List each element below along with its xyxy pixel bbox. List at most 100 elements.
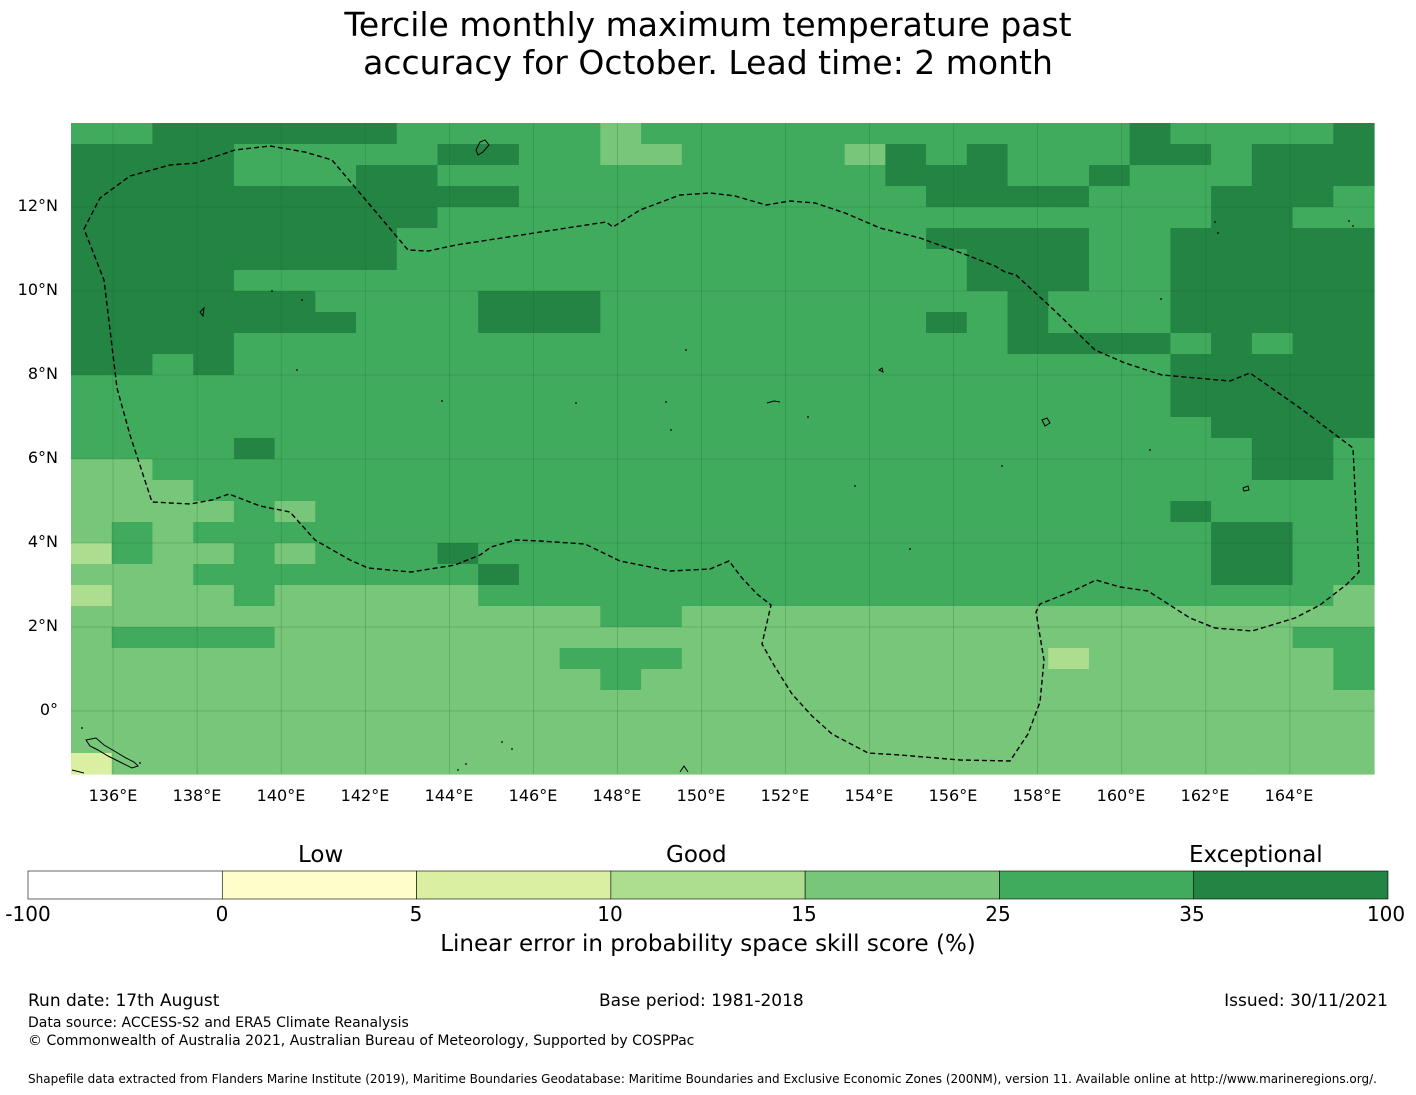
skill-cell (885, 690, 927, 712)
skill-cell (1170, 753, 1212, 775)
skill-cell (274, 312, 316, 334)
skill-cell (1170, 564, 1212, 586)
skill-cell (71, 207, 113, 229)
skill-cell (193, 291, 235, 313)
skill-cell (681, 270, 724, 292)
skill-cell (1007, 522, 1049, 544)
skill-cell (1211, 648, 1253, 670)
skill-cell (233, 270, 276, 292)
skill-cell (396, 354, 439, 376)
skill-cell (559, 186, 601, 208)
island-pohnpei (878, 367, 884, 373)
skill-cell (1333, 669, 1375, 691)
skill-cell (111, 522, 154, 544)
island-manus (679, 765, 689, 773)
skill-cell (152, 291, 194, 313)
skill-cell (1088, 564, 1131, 586)
skill-cell (1292, 543, 1334, 565)
skill-cell (274, 144, 316, 166)
skill-cell (803, 123, 846, 145)
skill-cell (1048, 627, 1090, 649)
skill-cell (111, 186, 154, 208)
skill-cell (518, 312, 561, 334)
skill-cell (1170, 606, 1212, 628)
island-palau (199, 306, 205, 318)
skill-cell (1211, 123, 1253, 145)
skill-cell (1292, 312, 1334, 334)
skill-cell (274, 669, 316, 691)
skill-cell (600, 207, 642, 229)
skill-cell (274, 627, 316, 649)
skill-cell (478, 354, 520, 376)
skill-cell (559, 417, 601, 439)
skill-cell (396, 438, 439, 460)
skill-cell (233, 585, 276, 607)
skill-cell (478, 732, 520, 754)
skill-cell (1292, 144, 1334, 166)
skill-cell (437, 690, 479, 712)
skill-cell (437, 480, 479, 502)
skill-cell (1088, 375, 1131, 397)
skill-cell (274, 354, 316, 376)
skill-cell (1333, 312, 1375, 334)
skill-cell (111, 270, 154, 292)
skill-cell (1292, 417, 1334, 439)
skill-cell (152, 396, 194, 418)
skill-cell (518, 396, 561, 418)
skill-cell (926, 669, 968, 691)
skill-cell (1129, 585, 1172, 607)
skill-cell (478, 270, 520, 292)
skill-cell (641, 375, 683, 397)
skill-cell (1211, 312, 1253, 334)
skill-cell (1251, 690, 1294, 712)
skill-cell (722, 396, 764, 418)
skill-cell (233, 669, 276, 691)
skill-cell (600, 375, 642, 397)
skill-cell (885, 711, 927, 733)
skill-cell (437, 711, 479, 733)
skill-cell (478, 648, 520, 670)
skill-cell (1088, 291, 1131, 313)
skill-cell (1170, 186, 1212, 208)
skill-cell (722, 564, 764, 586)
skill-cell (1007, 396, 1049, 418)
skill-cell (1048, 606, 1090, 628)
skill-cell (356, 207, 398, 229)
skill-cell (274, 207, 316, 229)
skill-cell (1048, 165, 1090, 187)
category-label-good: Good (666, 842, 727, 868)
skill-cell (641, 501, 683, 523)
lat-tick-label: 0° (39, 700, 58, 719)
skill-cell (315, 753, 357, 775)
island-chuuk (1041, 417, 1051, 427)
skill-cell (274, 606, 316, 628)
skill-cell (844, 291, 886, 313)
skill-cell (1088, 207, 1131, 229)
skill-cell (71, 522, 113, 544)
skill-cell (803, 711, 846, 733)
skill-cell (1251, 564, 1294, 586)
skill-cell (274, 753, 316, 775)
skill-cell (885, 228, 927, 250)
skill-cell (844, 648, 886, 670)
skill-cell (681, 627, 724, 649)
skill-cell (763, 354, 805, 376)
category-label-low: Low (298, 842, 344, 868)
skill-cell (926, 522, 968, 544)
skill-cell (396, 564, 439, 586)
skill-cell (803, 753, 846, 775)
skill-cell (803, 207, 846, 229)
skill-cell (1292, 669, 1334, 691)
skill-cell (1170, 207, 1212, 229)
skill-cell (396, 669, 439, 691)
colorbar-tick-label: 35 (1179, 902, 1205, 926)
skill-cell (437, 291, 479, 313)
skill-cell (193, 543, 235, 565)
skill-cell (1007, 291, 1049, 313)
skill-cell (1251, 228, 1294, 250)
skill-cell (1007, 375, 1049, 397)
skill-cell (315, 543, 357, 565)
skill-cell (356, 270, 398, 292)
skill-cell (478, 480, 520, 502)
skill-cell (641, 165, 683, 187)
